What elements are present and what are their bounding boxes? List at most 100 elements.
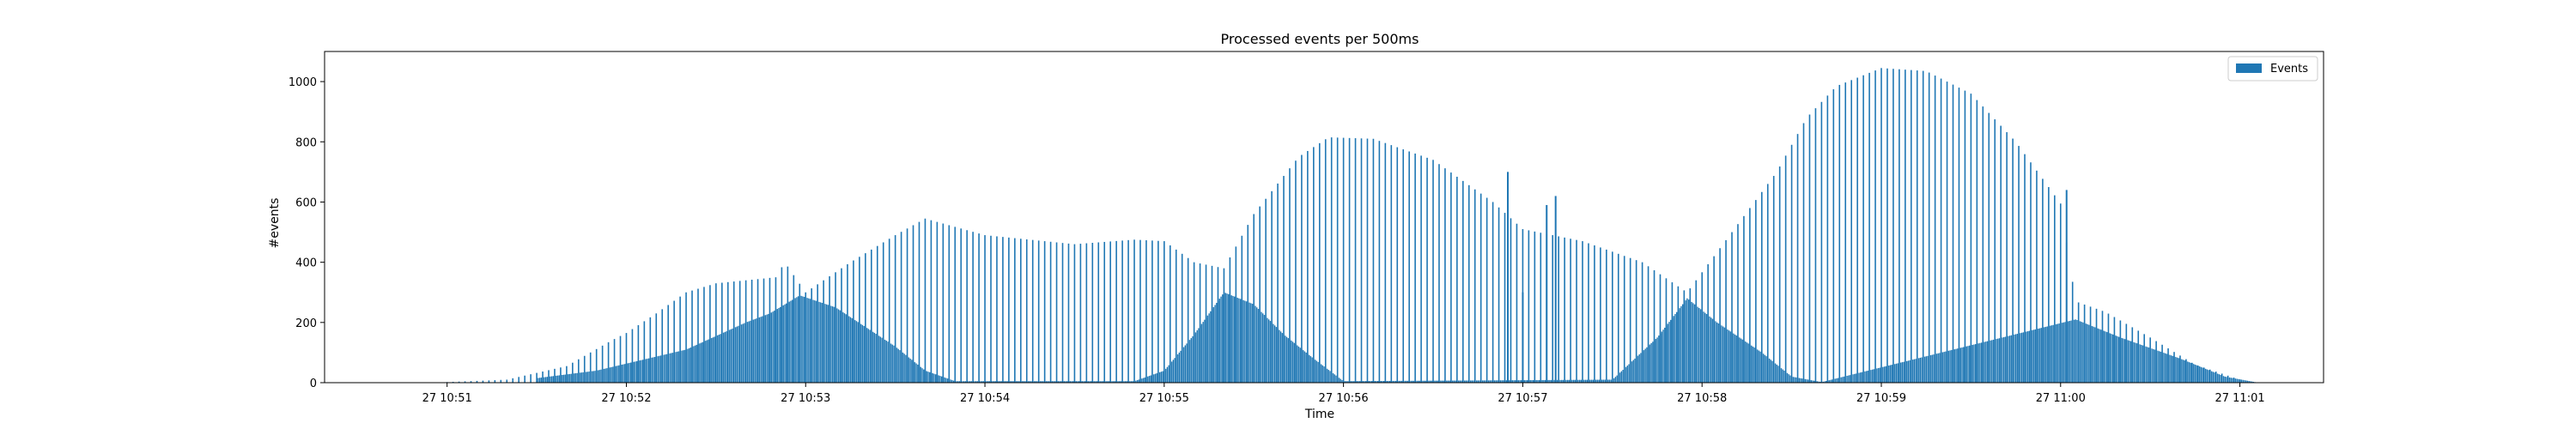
- event-bar-dense: [1646, 347, 1648, 383]
- event-bar: [1253, 214, 1255, 383]
- event-bar-dense: [1348, 381, 1351, 383]
- event-bar-dense: [948, 378, 951, 383]
- event-bar-dense: [1888, 365, 1890, 383]
- x-tick-label: 27 10:53: [781, 392, 830, 405]
- event-bar-dense: [1933, 354, 1935, 383]
- event-bar: [1127, 239, 1129, 383]
- event-bar-dense: [1141, 378, 1143, 383]
- event-bar-dense: [1649, 344, 1651, 383]
- event-bar-dense: [1024, 381, 1026, 383]
- event-bar-dense: [1182, 347, 1185, 383]
- event-bar-dense: [596, 370, 598, 383]
- event-bar: [1438, 164, 1440, 383]
- event-bar-dense: [568, 373, 571, 383]
- event-bar: [1790, 144, 1793, 383]
- event-bar-dense: [2214, 372, 2215, 383]
- event-bar-dense: [2100, 329, 2102, 383]
- event-bar-dense: [661, 354, 664, 383]
- event-bar-dense: [1216, 303, 1218, 383]
- event-bar-dense: [2196, 365, 2197, 383]
- event-bar: [1766, 184, 1769, 383]
- event-bar-dense: [780, 306, 781, 383]
- event-bar-dense: [748, 321, 750, 383]
- event-bar: [1784, 155, 1787, 383]
- event-bar-dense: [1127, 381, 1129, 383]
- event-bar-dense: [722, 332, 725, 383]
- event-bar-dense: [1741, 339, 1743, 383]
- event-bar-dense: [590, 371, 592, 383]
- event-bar-dense: [1020, 381, 1022, 383]
- event-bar-dense: [714, 336, 715, 383]
- event-bar: [1743, 215, 1745, 383]
- event-bar-dense: [1372, 381, 1375, 383]
- event-bar-dense: [538, 378, 541, 383]
- event-bar-dense: [1982, 341, 1984, 383]
- event-bar-dense: [2129, 341, 2132, 383]
- event-bar-dense: [1299, 347, 1301, 383]
- event-bar: [721, 282, 723, 383]
- event-bar-dense: [1061, 381, 1064, 383]
- event-bar-dense: [1449, 380, 1450, 383]
- event-bar-dense: [1721, 325, 1722, 383]
- event-bar-dense: [1184, 345, 1186, 383]
- event-bar-dense: [594, 371, 596, 383]
- event-bar-dense: [1163, 370, 1165, 383]
- event-bar: [1772, 176, 1775, 383]
- event-bar-dense: [866, 328, 868, 383]
- event-bar-dense: [566, 374, 568, 383]
- event-bar-dense: [1680, 305, 1682, 383]
- x-axis-ticks: 27 10:51 27 10:52 27 10:53 27 10:54 27 10:55…: [422, 383, 2265, 405]
- event-bar: [1157, 240, 1159, 383]
- event-bar-dense: [1668, 322, 1670, 383]
- event-bar-dense: [1612, 379, 1613, 383]
- event-bar-dense: [2145, 346, 2147, 383]
- event-bar-dense: [1800, 378, 1801, 383]
- event-bar-dense: [1997, 338, 1999, 383]
- event-bar-dense: [612, 366, 614, 383]
- event-bar-dense: [1709, 316, 1710, 383]
- event-bar-dense: [2064, 322, 2066, 383]
- event-bar-dense: [2233, 378, 2235, 383]
- event-bar-dense: [2121, 337, 2123, 383]
- event-bar: [1181, 253, 1183, 383]
- event-bar-dense: [2169, 354, 2171, 383]
- event-bar: [1462, 180, 1464, 383]
- event-bar-dense: [2103, 330, 2105, 383]
- event-bar-dense: [1000, 381, 1002, 383]
- event-bar-dense: [800, 295, 802, 383]
- event-bar-dense: [1656, 337, 1658, 383]
- event-bar-dense: [1135, 380, 1137, 383]
- event-bar-dense: [1315, 360, 1318, 383]
- event-bar: [2000, 125, 2002, 383]
- event-bar-dense: [1360, 381, 1363, 383]
- event-bar-dense: [1042, 381, 1044, 383]
- event-bar-dense: [2094, 327, 2096, 383]
- event-bar-dense: [857, 322, 859, 383]
- event-bar-dense: [642, 360, 644, 383]
- event-bar-dense: [1059, 381, 1060, 383]
- event-bar-dense: [1004, 381, 1005, 383]
- event-bar: [2012, 138, 2014, 383]
- event-bar-dense: [1188, 340, 1191, 383]
- event-bar-dense: [1287, 338, 1290, 383]
- event-bar-dense: [2070, 320, 2072, 383]
- event-bar: [1899, 69, 1900, 383]
- event-bar-dense: [1378, 381, 1381, 383]
- event-bar-dense: [791, 299, 793, 383]
- event-bar: [661, 309, 664, 383]
- event-bar-dense: [2204, 368, 2207, 383]
- x-tick-label: 27 10:52: [601, 392, 651, 405]
- event-bar-dense: [1816, 381, 1818, 383]
- event-bar-dense: [1377, 381, 1379, 383]
- event-bar-dense: [2176, 357, 2178, 383]
- event-bar-dense: [2226, 377, 2227, 383]
- event-bar-dense: [1103, 381, 1106, 383]
- event-bar-dense: [1779, 366, 1781, 383]
- event-bar-dense: [1590, 379, 1593, 383]
- event-bar-dense: [1647, 346, 1649, 383]
- event-bar-dense: [2210, 371, 2213, 383]
- event-bar-dense: [2091, 326, 2093, 383]
- event-bar-dense: [1268, 319, 1270, 383]
- event-bar-dense: [1341, 379, 1343, 383]
- event-bar-dense: [2113, 335, 2116, 383]
